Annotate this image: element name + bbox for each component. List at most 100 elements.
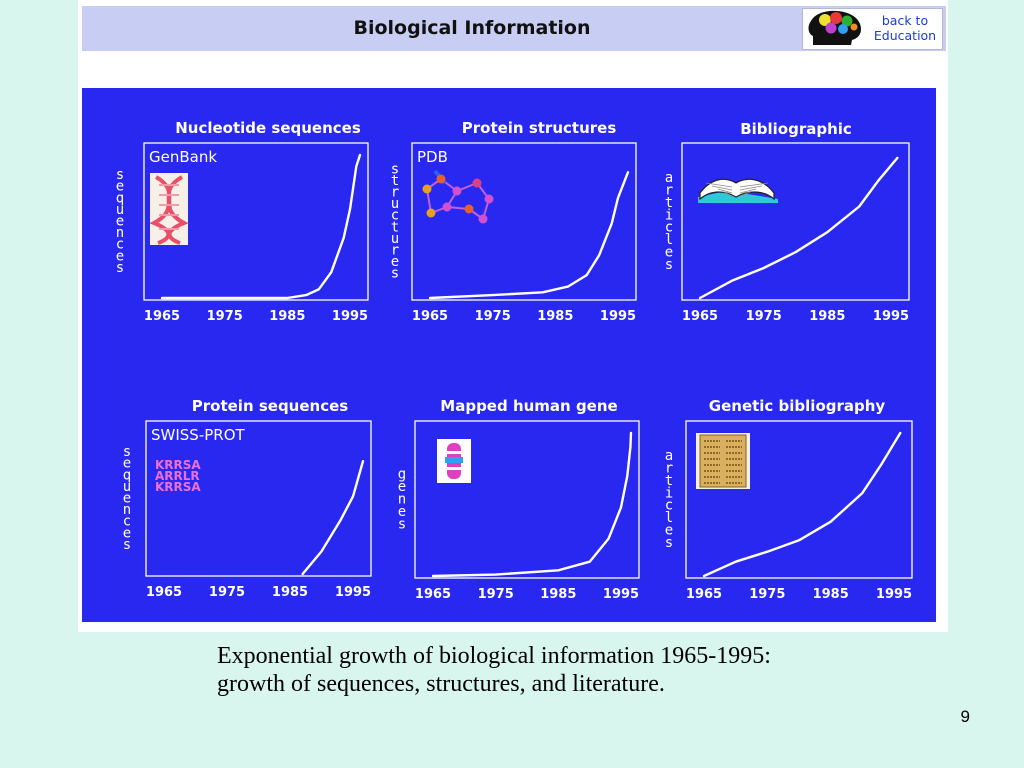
- ylabel-letter: e: [398, 504, 406, 520]
- charts-panel: Nucleotide sequences GenBank s e q u e n c e s 1965…: [82, 88, 936, 622]
- chart-title: Genetic bibliography: [709, 397, 886, 415]
- ylabel-letter: q: [123, 467, 131, 483]
- chart-4: Protein sequencesSWISS-PROTsequences1965…: [123, 397, 372, 600]
- growth-curve: [160, 153, 362, 300]
- growth-curve: [702, 431, 902, 578]
- x-tick-label: 1985: [809, 309, 845, 324]
- x-tick-label: 1975: [749, 587, 785, 602]
- back-to-education-button[interactable]: back to Education: [802, 8, 943, 50]
- x-tick-label: 1975: [478, 587, 514, 602]
- ylabel-letter: e: [116, 214, 124, 230]
- x-tick-label: 1965: [415, 587, 451, 602]
- ylabel-letter: i: [665, 485, 673, 501]
- sequence-row: KRRSA: [155, 480, 201, 494]
- x-tick-label: 1985: [813, 587, 849, 602]
- ylabel-letter: e: [665, 245, 673, 261]
- ylabel-letter: s: [665, 257, 673, 273]
- x-tick-label: 1965: [686, 587, 722, 602]
- ylabel-letter: s: [398, 516, 406, 532]
- ylabel-letter: c: [116, 237, 124, 253]
- growth-curve: [698, 156, 899, 300]
- ylabel-letter: c: [665, 498, 673, 514]
- ylabel-letter: r: [665, 183, 673, 199]
- x-tick-label: 1995: [332, 309, 368, 324]
- ylabel-letter: r: [391, 243, 399, 259]
- x-tick-label: 1975: [207, 309, 243, 324]
- sequence-row: KRRSA: [155, 458, 201, 472]
- ylabel-letter: a: [665, 448, 673, 464]
- plot-frame: [685, 420, 913, 579]
- database-label: GenBank: [149, 148, 217, 166]
- growth-curve: [428, 171, 630, 300]
- dna-icon: [149, 173, 189, 245]
- ylabel-letter: c: [665, 220, 673, 236]
- ylabel-letter: q: [116, 190, 124, 206]
- x-tick-label: 1965: [682, 309, 718, 324]
- chart-title: Mapped human gene: [440, 397, 617, 415]
- ylabel-letter: t: [665, 473, 673, 489]
- ylabel-letter: l: [665, 232, 673, 248]
- plot-frame: [414, 420, 640, 579]
- sequence-row: ARRLR: [155, 469, 200, 483]
- chart-title: Protein structures: [462, 119, 617, 137]
- ylabel-letter: u: [391, 196, 399, 212]
- ylabel-letter: c: [391, 208, 399, 224]
- chart-1: Nucleotide sequencesGenBanksequences1965…: [116, 119, 369, 324]
- ylabel-letter: n: [123, 502, 131, 518]
- ylabel-letter: e: [391, 254, 399, 270]
- x-tick-label: 1965: [146, 585, 182, 600]
- manuscript-icon: [696, 433, 750, 489]
- caption: Exponential growth of biological informa…: [217, 642, 917, 698]
- chart-title: Protein sequences: [192, 397, 349, 415]
- caption-line-2: growth of sequences, structures, and lit…: [217, 671, 665, 697]
- x-tick-label: 1985: [540, 587, 576, 602]
- x-tick-label: 1975: [475, 309, 511, 324]
- plot-frame: [143, 142, 369, 301]
- ylabel-letter: n: [116, 225, 124, 241]
- brain-head-icon: [808, 10, 861, 46]
- ylabel-letter: n: [398, 492, 406, 508]
- x-tick-label: 1985: [537, 309, 573, 324]
- x-tick-label: 1965: [144, 309, 180, 324]
- x-tick-label: 1995: [603, 587, 639, 602]
- growth-curve: [431, 431, 633, 578]
- ylabel-letter: s: [123, 537, 131, 553]
- ylabel-letter: e: [123, 525, 131, 541]
- x-tick-label: 1995: [335, 585, 371, 600]
- x-tick-label: 1995: [876, 587, 912, 602]
- book-icon: [698, 178, 778, 203]
- ylabel-letter: e: [123, 491, 131, 507]
- header-bar: Biological Information back to Education: [82, 6, 946, 51]
- plot-frame: [681, 142, 910, 301]
- growth-curve: [301, 460, 365, 576]
- ylabel-letter: s: [391, 266, 399, 282]
- ylabel-letter: r: [665, 461, 673, 477]
- plot-frame: [411, 142, 637, 301]
- charts-canvas: Nucleotide sequencesGenBanksequences1965…: [116, 119, 913, 602]
- plot-frame: [145, 420, 372, 577]
- caption-line-1: Exponential growth of biological informa…: [217, 643, 771, 669]
- ylabel-letter: t: [391, 219, 399, 235]
- chromosome-icon: [437, 439, 471, 483]
- ylabel-letter: e: [116, 248, 124, 264]
- ylabel-letter: t: [391, 173, 399, 189]
- ylabel-letter: e: [116, 179, 124, 195]
- ylabel-letter: e: [665, 523, 673, 539]
- ylabel-letter: s: [116, 260, 124, 276]
- ylabel-letter: r: [391, 185, 399, 201]
- x-tick-label: 1975: [209, 585, 245, 600]
- ylabel-letter: l: [665, 510, 673, 526]
- x-tick-label: 1985: [272, 585, 308, 600]
- x-tick-label: 1995: [873, 309, 909, 324]
- page-number: 9: [960, 707, 970, 726]
- page-title: Biological Information: [353, 17, 591, 39]
- x-tick-label: 1985: [269, 309, 305, 324]
- ylabel-letter: e: [123, 456, 131, 472]
- ylabel-letter: e: [398, 479, 406, 495]
- x-tick-label: 1995: [600, 309, 636, 324]
